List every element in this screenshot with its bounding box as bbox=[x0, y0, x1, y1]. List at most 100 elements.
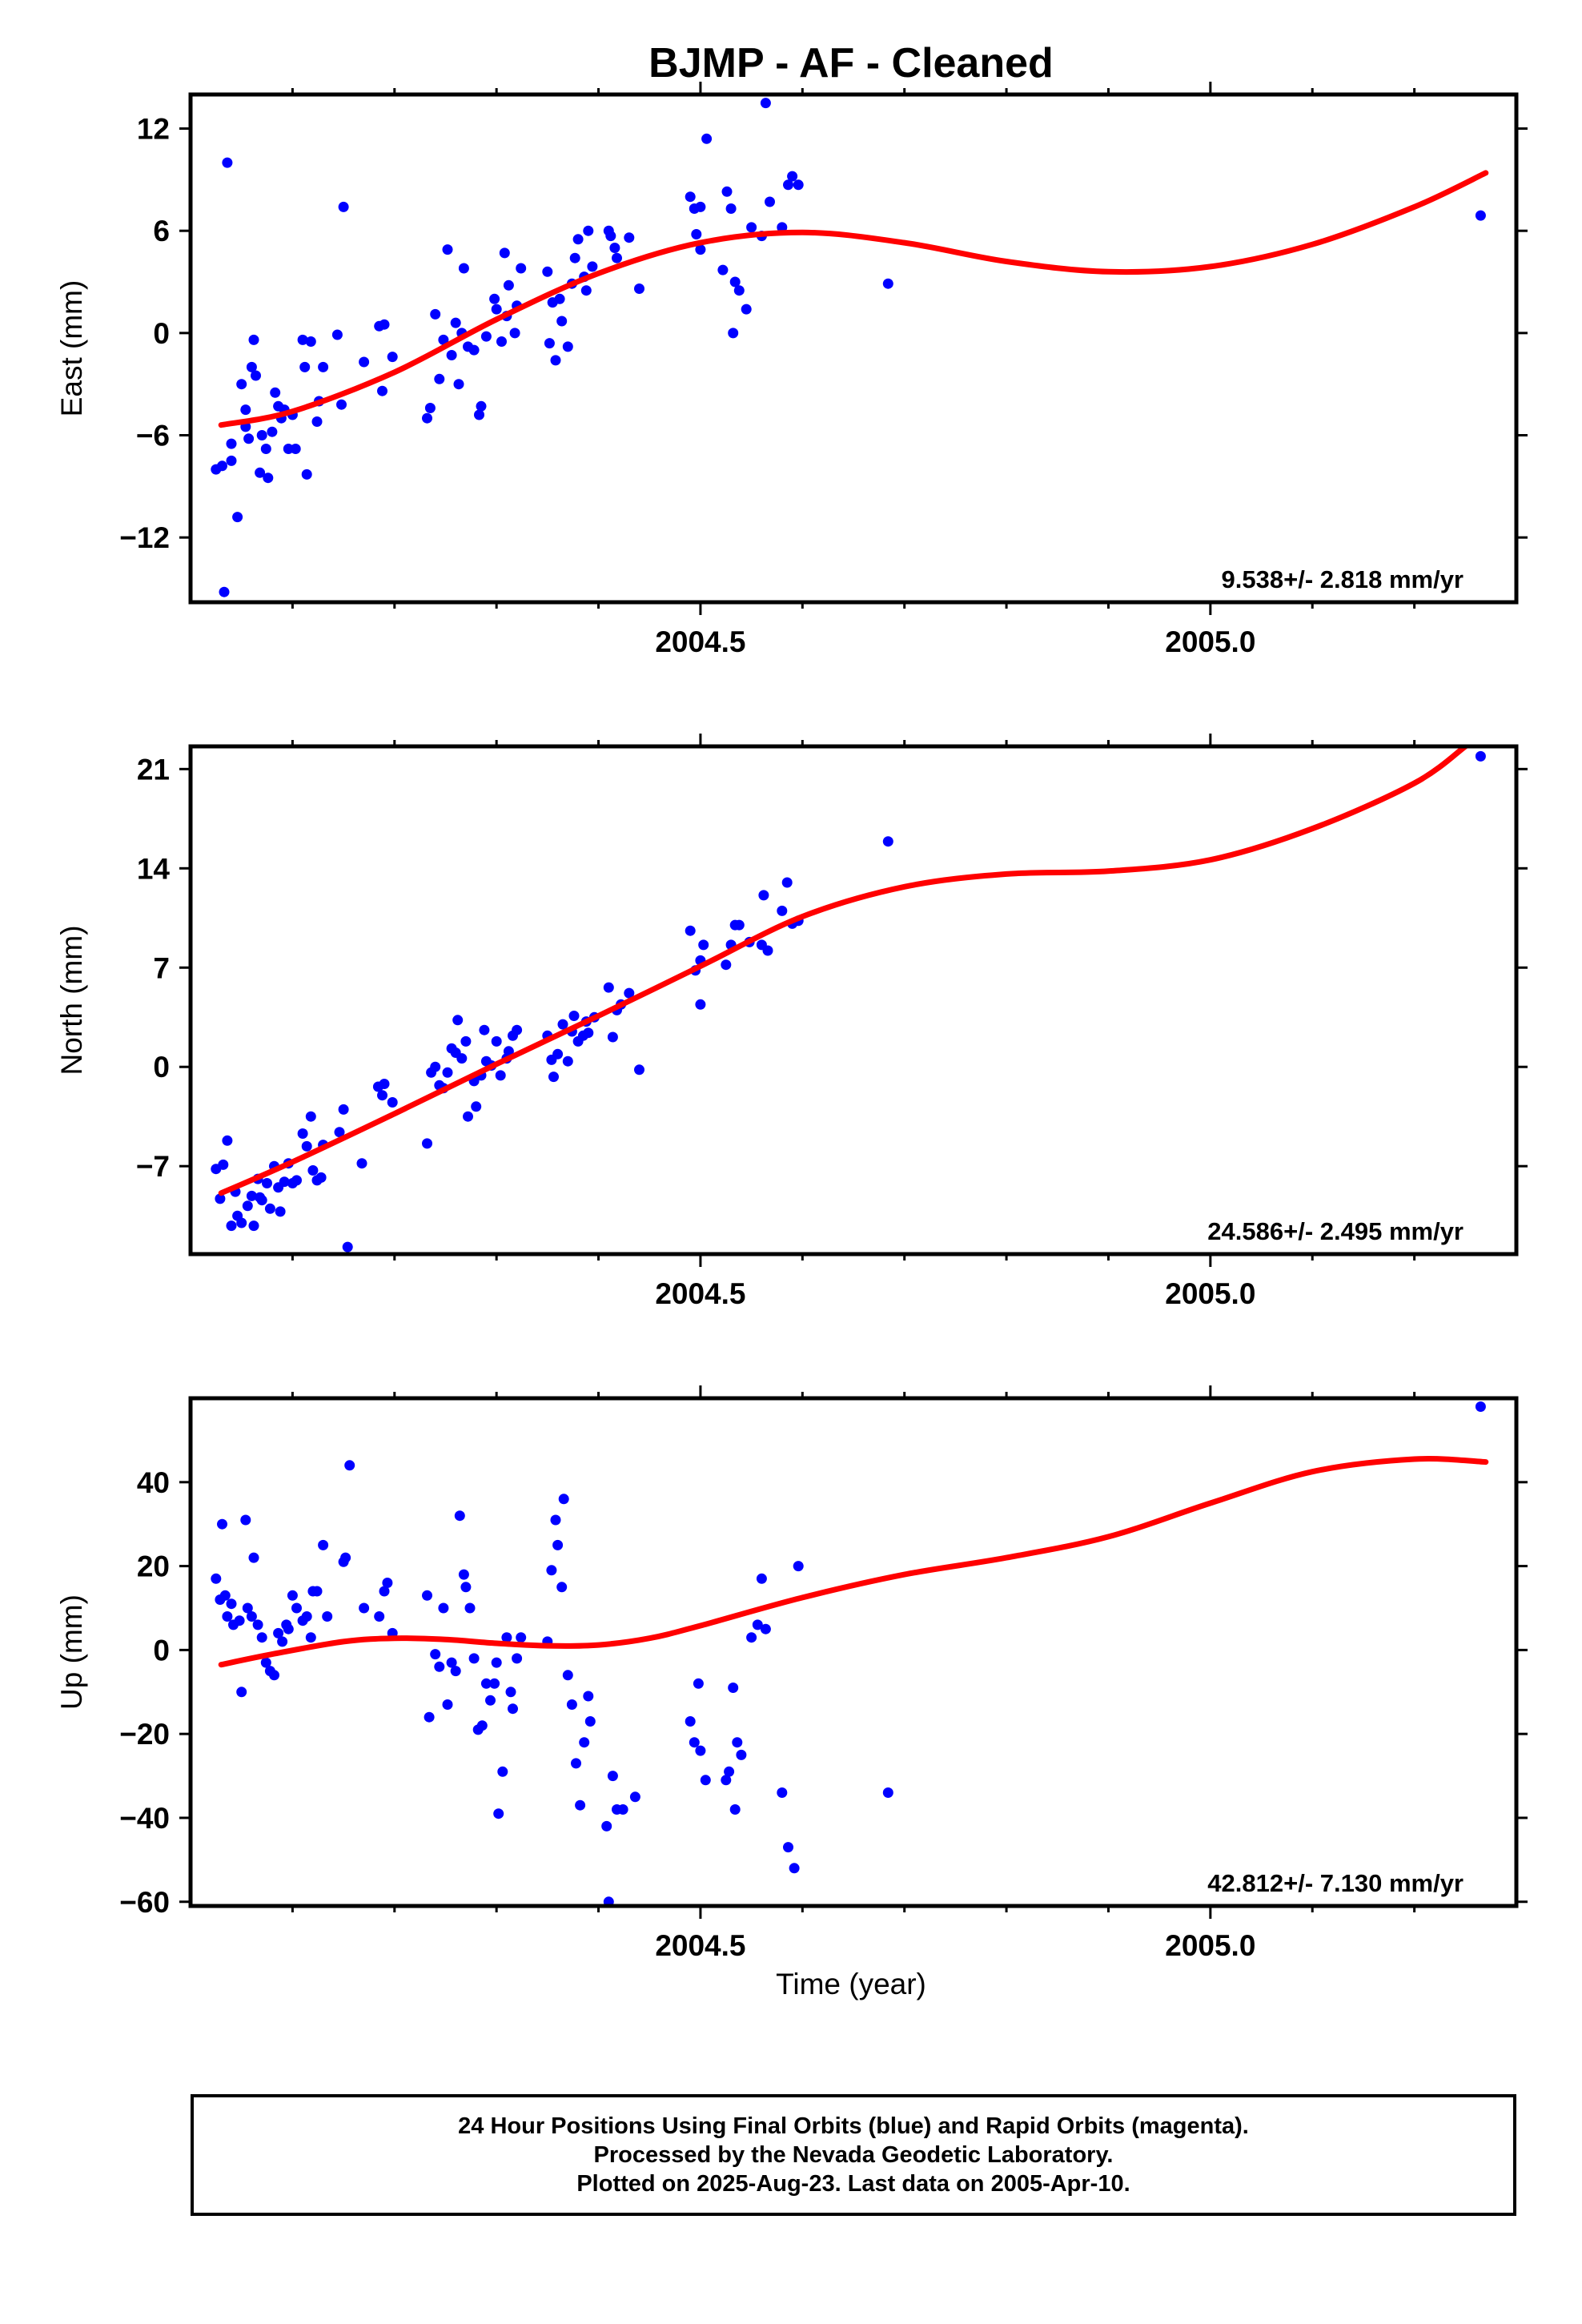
up-data-point bbox=[242, 1602, 253, 1614]
east-data-point bbox=[263, 472, 274, 484]
up-data-point bbox=[476, 1720, 488, 1731]
east-data-point bbox=[793, 179, 804, 191]
up-data-point bbox=[485, 1695, 496, 1706]
up-data-point bbox=[277, 1636, 288, 1647]
north-data-point bbox=[301, 1140, 312, 1152]
footer-line-orbits: 24 Hour Positions Using Final Orbits (bl… bbox=[458, 2113, 1249, 2139]
up-data-point bbox=[562, 1670, 573, 1681]
north-data-point bbox=[1475, 750, 1486, 762]
up-data-point bbox=[629, 1791, 640, 1803]
north-data-point bbox=[377, 1090, 387, 1101]
east-data-point bbox=[733, 285, 745, 296]
east-data-point bbox=[746, 222, 757, 233]
east-data-point bbox=[480, 331, 492, 342]
east-data-point bbox=[226, 438, 237, 449]
north-data-point bbox=[442, 1067, 453, 1078]
up-data-point bbox=[501, 1632, 512, 1643]
up-data-point bbox=[601, 1820, 612, 1831]
up-data-point bbox=[240, 1514, 251, 1526]
east-data-point bbox=[377, 385, 387, 396]
chart-title: BJMP - AF - Cleaned bbox=[648, 40, 1054, 86]
north-data-point bbox=[695, 999, 706, 1010]
north-data-point bbox=[342, 1241, 353, 1252]
up-data-point bbox=[558, 1494, 569, 1505]
up-data-point bbox=[1475, 1401, 1486, 1412]
up-data-point bbox=[700, 1775, 711, 1786]
east-data-point bbox=[450, 317, 461, 328]
north-data-point bbox=[242, 1200, 253, 1212]
up-data-point bbox=[505, 1687, 516, 1698]
north-data-point bbox=[236, 1217, 247, 1228]
north-data-point bbox=[297, 1128, 308, 1139]
north-data-point bbox=[387, 1097, 398, 1108]
north-data-point bbox=[733, 919, 745, 931]
east-data-point bbox=[331, 329, 343, 340]
east-data-point bbox=[717, 264, 729, 275]
north-data-point bbox=[430, 1061, 441, 1072]
north-data-point bbox=[607, 1031, 618, 1043]
up-data-point bbox=[575, 1799, 586, 1811]
north-data-point bbox=[315, 1172, 327, 1183]
up-data-point bbox=[222, 1611, 233, 1622]
north-data-point bbox=[356, 1158, 367, 1169]
east-data-point bbox=[728, 328, 739, 339]
north-data-point bbox=[634, 1064, 644, 1076]
east-data-point bbox=[379, 319, 390, 330]
east-data-point bbox=[301, 468, 312, 480]
east-data-point bbox=[453, 379, 464, 390]
east-data-point bbox=[721, 186, 733, 197]
up-data-point bbox=[729, 1804, 741, 1815]
up-data-point bbox=[882, 1787, 893, 1798]
up-fit-curve bbox=[218, 1456, 1489, 1668]
up-data-point bbox=[789, 1863, 800, 1874]
east-data-point bbox=[387, 352, 398, 363]
east-y-tick-label: 6 bbox=[153, 215, 170, 247]
up-data-point bbox=[783, 1842, 793, 1853]
up-data-point bbox=[685, 1716, 696, 1727]
up-data-point bbox=[340, 1552, 351, 1563]
north-data-point bbox=[552, 1048, 564, 1059]
east-data-point bbox=[542, 266, 553, 277]
east-data-point bbox=[777, 222, 788, 233]
east-fit-curve bbox=[218, 170, 1489, 428]
east-data-point bbox=[760, 98, 771, 109]
east-data-point bbox=[729, 276, 741, 287]
east-data-point bbox=[359, 356, 370, 368]
up-data-point bbox=[512, 1653, 523, 1664]
up-data-point bbox=[454, 1510, 465, 1522]
east-data-point bbox=[236, 379, 247, 390]
north-data-point bbox=[463, 1111, 473, 1122]
up-data-point bbox=[252, 1619, 263, 1630]
up-rate-label: 42.812+/- 7.130 mm/yr bbox=[1207, 1869, 1464, 1897]
up-data-point bbox=[450, 1666, 461, 1677]
north-x-tick-label: 2004.5 bbox=[655, 1277, 745, 1310]
east-data-point bbox=[458, 263, 469, 274]
up-y-tick-label: −60 bbox=[119, 1886, 170, 1919]
up-panel: −60 −40 −20 0 20 40 2004.5 2005.0 Up (mm) 42.812+… bbox=[55, 1385, 1528, 1962]
east-data-point bbox=[248, 334, 259, 345]
north-data-point bbox=[495, 1070, 506, 1081]
up-data-point bbox=[438, 1602, 449, 1614]
east-data-point bbox=[509, 328, 520, 339]
up-data-point bbox=[269, 1670, 279, 1681]
north-data-point bbox=[603, 982, 614, 993]
east-data-point bbox=[554, 293, 565, 304]
up-data-point bbox=[736, 1749, 747, 1760]
up-data-point bbox=[446, 1657, 457, 1668]
north-data-point bbox=[882, 836, 893, 847]
north-y-tick-label: −7 bbox=[136, 1150, 170, 1183]
up-data-point bbox=[322, 1611, 333, 1622]
up-data-point bbox=[219, 1590, 231, 1601]
east-data-point bbox=[685, 191, 696, 203]
north-data-point bbox=[262, 1178, 272, 1188]
up-data-point bbox=[728, 1683, 739, 1693]
east-data-point bbox=[1475, 210, 1486, 221]
up-data-point bbox=[434, 1661, 445, 1672]
up-x-tick-label: 2005.0 bbox=[1165, 1929, 1255, 1962]
east-data-point bbox=[251, 370, 261, 381]
east-data-point bbox=[569, 252, 580, 263]
east-data-point bbox=[612, 252, 622, 263]
east-rate-label: 9.538+/- 2.818 mm/yr bbox=[1222, 565, 1464, 593]
up-data-point bbox=[556, 1582, 568, 1593]
up-y-tick-label: 0 bbox=[153, 1634, 170, 1667]
